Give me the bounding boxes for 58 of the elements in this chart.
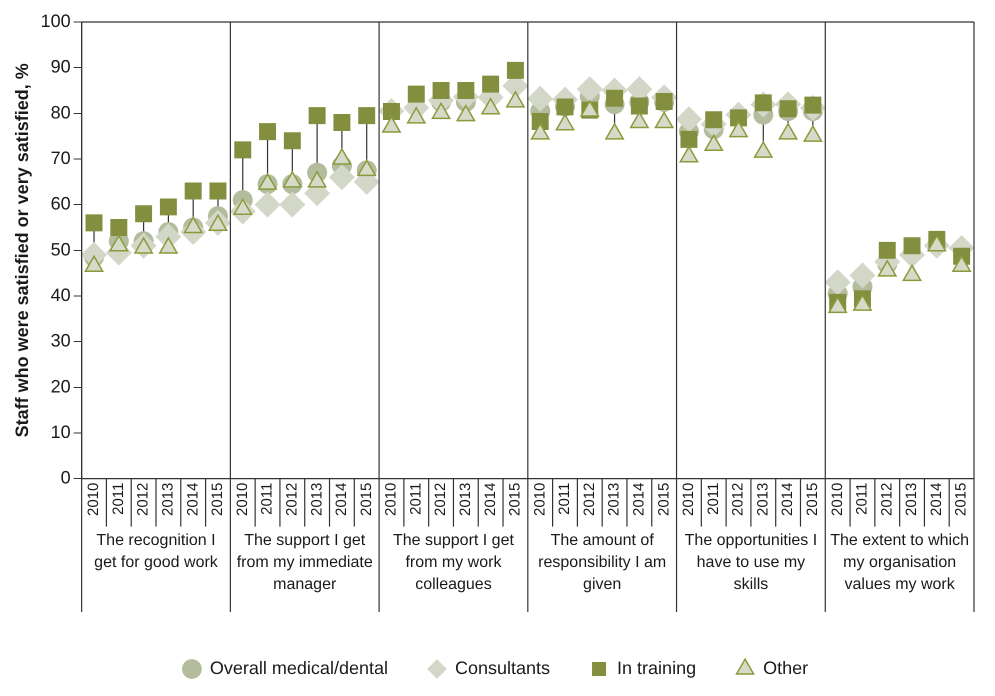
x-tick-label: 2013 <box>903 482 920 516</box>
x-tick-label: 2015 <box>209 482 226 516</box>
text: The support I get from my work colleagues <box>392 532 514 594</box>
x-tick-label: 2012 <box>878 482 896 516</box>
legend-label: Consultants <box>454 658 550 678</box>
y-tick-label: 90 <box>50 56 71 77</box>
legend-label: Other <box>763 658 808 678</box>
x-tick-label: 2011 <box>854 482 871 515</box>
y-axis-title: Staff who were satisfied or very satisfied, % <box>12 63 32 438</box>
x-tick-label: 2011 <box>704 482 722 515</box>
x-tick-label: 2010 <box>234 482 251 516</box>
legend-label: Overall medical/dental <box>210 658 388 678</box>
x-tick-label: 2012 <box>432 482 450 516</box>
x-tick-label: 2014 <box>333 482 350 516</box>
y-tick-label: 50 <box>50 239 71 260</box>
x-tick-label: 2012 <box>283 482 300 516</box>
text: The support I get from my immediate manager <box>236 532 373 594</box>
x-tick-label: 2010 <box>531 482 548 516</box>
x-tick-label: 2010 <box>680 482 698 516</box>
x-tick-label: 2015 <box>506 482 524 516</box>
x-tick-label: 2015 <box>804 482 822 516</box>
y-tick-label: 40 <box>50 284 71 305</box>
x-tick-label: 2014 <box>630 482 648 516</box>
text: The extent to which my organisation values my work <box>830 532 970 594</box>
y-tick-label: 0 <box>60 468 71 488</box>
x-tick-label: 2014 <box>928 482 945 516</box>
x-tick-label: 2011 <box>258 482 276 515</box>
x-tick-label: 2010 <box>828 482 846 516</box>
x-tick-label: 2010 <box>85 482 102 516</box>
y-tick-label: 10 <box>50 422 71 442</box>
x-tick-label: 2013 <box>456 482 474 516</box>
text: The recognition I get for good work <box>94 532 219 572</box>
text: The opportunities I have to use my skills <box>684 532 818 594</box>
x-tick-label: 2015 <box>952 482 970 516</box>
y-tick-label: 60 <box>50 194 71 214</box>
legend-label: In training <box>617 658 696 678</box>
text: The amount of responsibility I am given <box>538 532 666 594</box>
x-tick-label: 2010 <box>382 482 400 516</box>
x-tick-label: 2013 <box>754 482 772 516</box>
x-tick-label: 2014 <box>482 482 499 516</box>
y-tick-label: 80 <box>50 102 71 122</box>
x-tick-label: 2011 <box>407 482 424 515</box>
x-tick-label: 2012 <box>580 482 598 516</box>
x-tick-label: 2011 <box>110 482 127 515</box>
y-tick-label: 100 <box>40 10 71 31</box>
x-tick-label: 2011 <box>556 482 574 515</box>
x-tick-label: 2015 <box>358 482 375 516</box>
x-tick-label: 2012 <box>730 482 747 516</box>
x-tick-label: 2013 <box>160 482 177 516</box>
x-tick-label: 2013 <box>308 482 326 516</box>
y-tick-label: 20 <box>50 376 71 396</box>
x-tick-label: 2014 <box>779 482 796 516</box>
x-tick-label: 2013 <box>606 482 623 516</box>
x-tick-label: 2015 <box>655 482 672 516</box>
y-tick-label: 70 <box>50 148 71 168</box>
x-tick-label: 2012 <box>134 482 152 516</box>
y-tick-label: 30 <box>50 330 71 351</box>
x-tick-label: 2014 <box>184 482 202 516</box>
